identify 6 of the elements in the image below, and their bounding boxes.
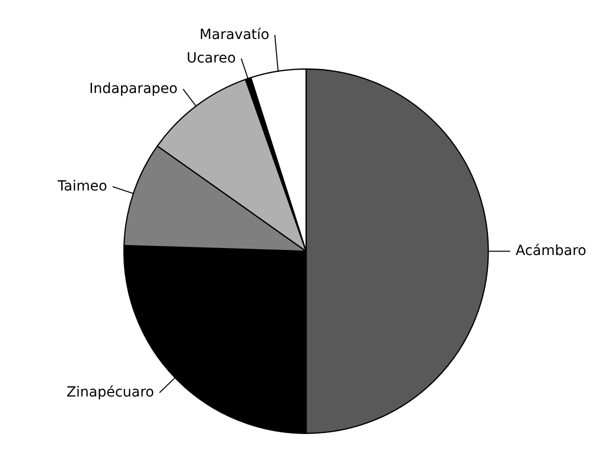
slice-label: Maravatío bbox=[200, 26, 270, 43]
slice-label: Taimeo bbox=[56, 178, 108, 195]
slice-label: Zinapécuaro bbox=[66, 384, 154, 401]
slice-label: Ucareo bbox=[186, 50, 236, 67]
slice-label: Indaparapeo bbox=[89, 81, 178, 98]
slice-label: Acámbaro bbox=[516, 243, 586, 260]
